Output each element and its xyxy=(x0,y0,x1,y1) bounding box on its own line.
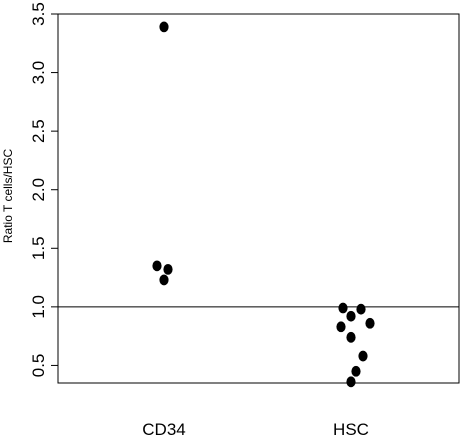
y-tick-label: 2.0 xyxy=(29,178,48,202)
data-point-cd34 xyxy=(163,263,173,275)
data-points xyxy=(152,21,375,388)
data-point-hsc xyxy=(365,317,375,329)
data-point-cd34 xyxy=(152,260,162,272)
data-point-hsc xyxy=(346,310,356,322)
y-tick-label: 0.5 xyxy=(29,354,48,378)
y-axis-title: Ratio T cells/HSC xyxy=(1,149,15,244)
y-axis: 0.5 1.0 1.5 2.0 2.5 3.0 3.5 xyxy=(29,2,58,377)
data-point-hsc xyxy=(346,376,356,388)
data-point-hsc xyxy=(336,321,346,333)
data-point-hsc xyxy=(356,303,366,315)
y-tick-label: 1.0 xyxy=(29,295,48,319)
data-point-hsc xyxy=(351,365,361,377)
y-tick-label: 3.0 xyxy=(29,61,48,85)
data-point-hsc xyxy=(338,302,348,314)
x-axis-categories: CD34 HSC xyxy=(142,420,369,439)
x-category-label: HSC xyxy=(333,420,369,439)
y-tick-label: 3.5 xyxy=(29,2,48,26)
data-point-cd34 xyxy=(159,21,169,33)
data-point-cd34 xyxy=(159,274,169,286)
data-point-hsc xyxy=(358,350,368,362)
y-tick-label: 2.5 xyxy=(29,119,48,143)
plot-frame xyxy=(57,13,460,384)
y-tick-label: 1.5 xyxy=(29,236,48,260)
x-category-label: CD34 xyxy=(142,420,185,439)
data-point-hsc xyxy=(346,331,356,343)
